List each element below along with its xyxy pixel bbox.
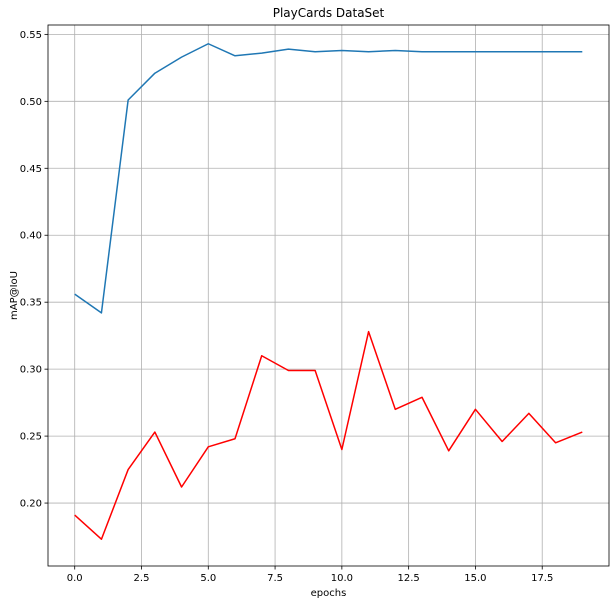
x-tick-label: 5.0 (200, 573, 216, 584)
x-tick-label: 12.5 (398, 573, 420, 584)
x-tick-label: 10.0 (331, 573, 353, 584)
y-tick-label: 0.40 (20, 231, 42, 242)
chart-title: PlayCards DataSet (273, 6, 385, 20)
x-tick-label: 15.0 (464, 573, 486, 584)
grid (48, 25, 609, 566)
y-tick-label: 0.45 (20, 164, 42, 175)
y-tick-label: 0.50 (20, 97, 42, 108)
y-axis: 0.20 0.25 0.30 0.35 0.40 0.45 0.50 0.55 (20, 30, 48, 510)
y-tick-label: 0.30 (20, 365, 42, 376)
y-tick-label: 0.25 (20, 432, 42, 443)
series-line-2 (74, 330, 583, 540)
x-tick-label: 7.5 (267, 573, 283, 584)
x-tick-label: 0.0 (67, 573, 83, 584)
plot-frame (47, 24, 610, 567)
y-tick-label: 0.55 (20, 30, 42, 41)
y-axis-title: mAP@IoU (9, 271, 20, 320)
x-axis-title: epochs (311, 588, 347, 599)
y-tick-label: 0.35 (20, 298, 42, 309)
x-tick-label: 17.5 (531, 573, 553, 584)
y-tick-label: 0.20 (20, 499, 42, 510)
x-tick-label: 2.5 (134, 573, 150, 584)
series-line-1 (74, 43, 583, 314)
series-layer (74, 43, 583, 540)
x-axis: 0.0 2.5 5.0 7.5 10.0 12.5 15.0 17.5 (67, 566, 553, 584)
